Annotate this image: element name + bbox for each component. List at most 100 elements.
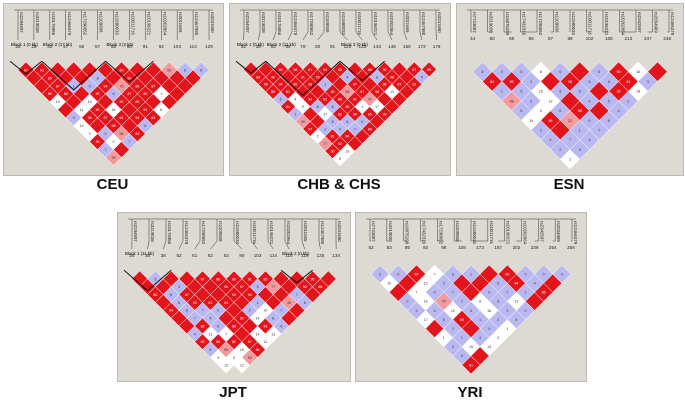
ld-cell-value: 80 [119,68,123,72]
ld-cell-value: 4 [588,138,590,142]
ld-cell-value: 13 [390,90,394,94]
ld-cell-value: 81 [353,98,357,102]
ld-cell-value: 2 [530,80,532,84]
ld-cell-value: 97 [240,285,244,289]
ld-cell-value: 39 [112,156,116,160]
ld-cell-value: 4 [618,109,620,113]
ld-cell-value: 5 [421,75,423,79]
ld-cell-value: 96 [88,116,92,120]
ld-cell-value: 68 [510,99,514,103]
caption-chb-chs: CHB & CHS [297,176,381,193]
ld-cell-value: 87 [201,277,205,281]
snp-connector [302,31,309,41]
snp-label: rs12466379 [670,12,675,36]
ld-cell-value: 5 [332,120,334,124]
haplotype-block-outline [123,269,172,292]
ld-cell-value: 94 [279,83,283,87]
ld-cell-value: 90 [271,75,275,79]
ld-cell-value: 0 [559,70,561,74]
ld-cell-value: 25 [442,300,446,304]
snp-position-label: 63 [224,253,230,258]
ld-cell-value: 98 [112,124,116,128]
ld-cell-value: 80 [127,76,131,80]
ld-cell-value: 14 [80,124,84,128]
snp-position-label: 178 [433,44,441,49]
snp-label: rs17290652 [201,221,206,245]
ld-cell-value: 86 [216,340,220,344]
haplotype-block-outline [41,60,106,91]
ld-cell-value: 85 [48,76,52,80]
snp-connector [233,240,243,250]
snp-connector [250,240,258,250]
snp-label: rs11680033 [341,12,346,35]
snp-label: rs1109938 [218,221,223,242]
ld-panel-jpt: rs2294897 rs3219038 rs10176956 rs12466379 rs… [117,212,351,382]
ld-cell-value: 0 [434,291,436,295]
haplotype-block-label: Block 1 (11 kb) [125,251,154,256]
ld-cell-value: 7 [225,332,227,336]
caption-yri: YRI [457,384,483,401]
snp-connector [287,31,293,41]
ld-cell-value: 8 [497,300,499,304]
snp-connector [147,240,150,250]
ld-cell-value: 2 [178,285,180,289]
ld-cell-value: 8 [317,105,319,109]
ld-cell-value: 1 [324,127,326,131]
ld-cell-value: 2 [497,318,499,322]
ld-cell-value: 93 [40,68,44,72]
snp-label: rs12467980 [421,12,426,36]
snp-position-label: 83 [387,245,393,250]
ld-cell-value: 90 [383,68,387,72]
ld-cell-value: 0 [73,116,75,120]
ld-cell-value: 8 [209,348,211,352]
ld-cell-value: 91 [301,75,305,79]
ld-cell [647,61,668,82]
ld-cell-value: 6 [144,124,146,128]
ld-cell-value: 10 [263,309,267,313]
ld-cell-value: 5 [588,80,590,84]
ld-cell-value: 94 [104,84,108,88]
ld-cell-value: 87 [127,92,131,96]
ld-cell-value: 0 [406,300,408,304]
ld-cell-value: 11 [209,332,213,336]
snp-label: rs12466379 [293,12,298,36]
snp-label: rs17432316 [422,221,427,245]
haplotype-block-outline [339,60,385,82]
snp-label: rs2294897 [133,221,138,242]
ld-cell-value: 4 [534,282,536,286]
ld-cell-value: 5 [520,109,522,113]
haplotype-block-outline [235,60,266,74]
ld-cell-value: 7 [506,291,508,295]
ld-cell-value: 1 [470,272,472,276]
ld-cell-value: 6 [559,109,561,113]
ld-cell-value: 95 [412,83,416,87]
snp-label: rs11680033 [115,12,120,35]
snp-connector [272,31,277,41]
ld-cell-value: 8 [559,90,561,94]
ld-cell-value: 7 [280,309,282,313]
snp-position-label: 146 [388,44,396,49]
snp-label: rs12467980 [194,12,199,36]
ld-cell-value: 90 [331,150,335,154]
ld-cell-value: 81 [208,301,212,305]
snp-label: rs2034909 [654,12,659,33]
ld-cell-value: 86 [232,324,236,328]
snp-label: rs1109938 [99,12,104,33]
ld-cell-value: 85 [293,83,297,87]
ld-matrix: 8896855841499727790590948149181921989859… [243,61,437,167]
ld-cell-value: 0 [397,272,399,276]
ld-cell-value: 6 [376,75,378,79]
ld-cell-value: 93 [383,112,387,116]
snp-label: rs11680033 [571,12,576,35]
snp-label: rs10011716 [252,221,257,244]
snp-position-label: 38 [256,44,262,49]
ld-cell-value: 2 [416,309,418,313]
ld-cell-value: 19 [88,100,92,104]
ld-cell-value: 85 [368,112,372,116]
ld-cell-value: 55 [224,348,228,352]
snp-position-label: 52 [369,245,375,250]
snp-label: rs1109938 [555,12,560,33]
snp-position-label: 61 [192,253,198,258]
ld-plot-ceu: rs2294897 rs3219038 rs10176956 rs12466379 rs… [9,9,215,166]
ld-cell-value: 80 [353,112,357,116]
